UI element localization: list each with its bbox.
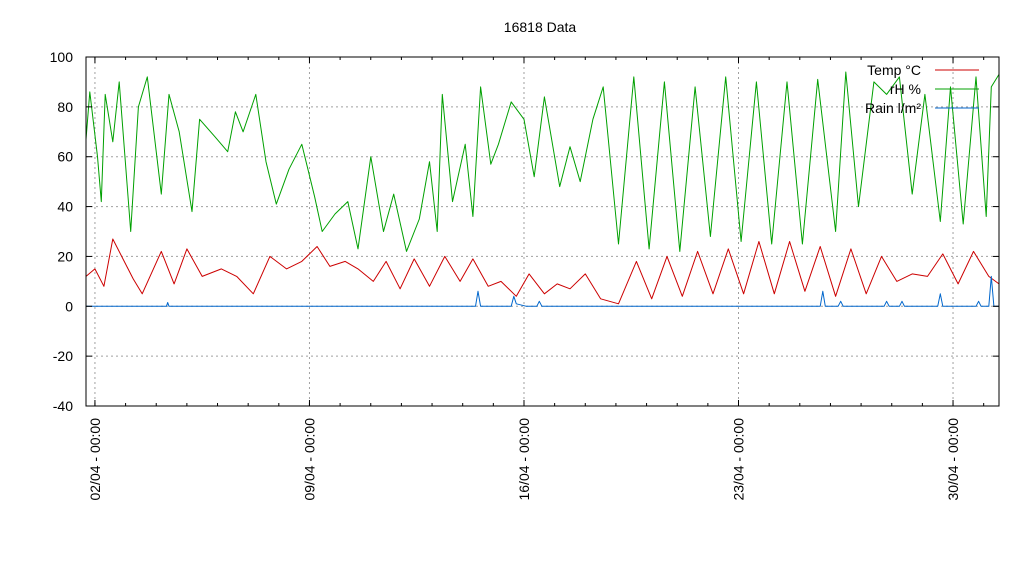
y-axis-tick-labels: -40 -20 0 20 40 60 80 100 [50, 49, 74, 414]
x-tick-label: 23/04 - 00:00 [731, 418, 747, 501]
x-axis-tick-labels: 02/04 - 00:00 09/04 - 00:00 16/04 - 00:00 2… [87, 418, 961, 501]
series-line-2 [85, 71, 1000, 252]
legend: Temp °C rH % Rain l/m² [865, 62, 979, 116]
x-tick-label: 09/04 - 00:00 [301, 418, 317, 501]
y-tick-label: 80 [57, 99, 73, 115]
legend-label: rH % [890, 81, 921, 97]
plot-series [85, 71, 1000, 307]
y-tick-label: 20 [57, 248, 73, 264]
axis-ticks [86, 56, 999, 407]
series-line-3 [86, 275, 999, 307]
y-tick-label: 40 [57, 199, 73, 215]
x-tick-label: 02/04 - 00:00 [87, 418, 103, 501]
series-line-1 [85, 238, 1000, 305]
y-tick-label: 60 [57, 149, 73, 165]
x-tick-label: 16/04 - 00:00 [516, 418, 532, 501]
legend-label: Temp °C [867, 62, 921, 78]
y-tick-label: -40 [53, 398, 73, 414]
legend-label: Rain l/m² [865, 100, 921, 116]
y-tick-label: 0 [65, 298, 73, 314]
y-tick-label: 100 [50, 49, 74, 65]
x-tick-label: 30/04 - 00:00 [945, 418, 961, 501]
plot-frame [85, 56, 1000, 407]
y-tick-label: -20 [53, 348, 73, 364]
chart-title: 16818 Data [504, 19, 577, 35]
